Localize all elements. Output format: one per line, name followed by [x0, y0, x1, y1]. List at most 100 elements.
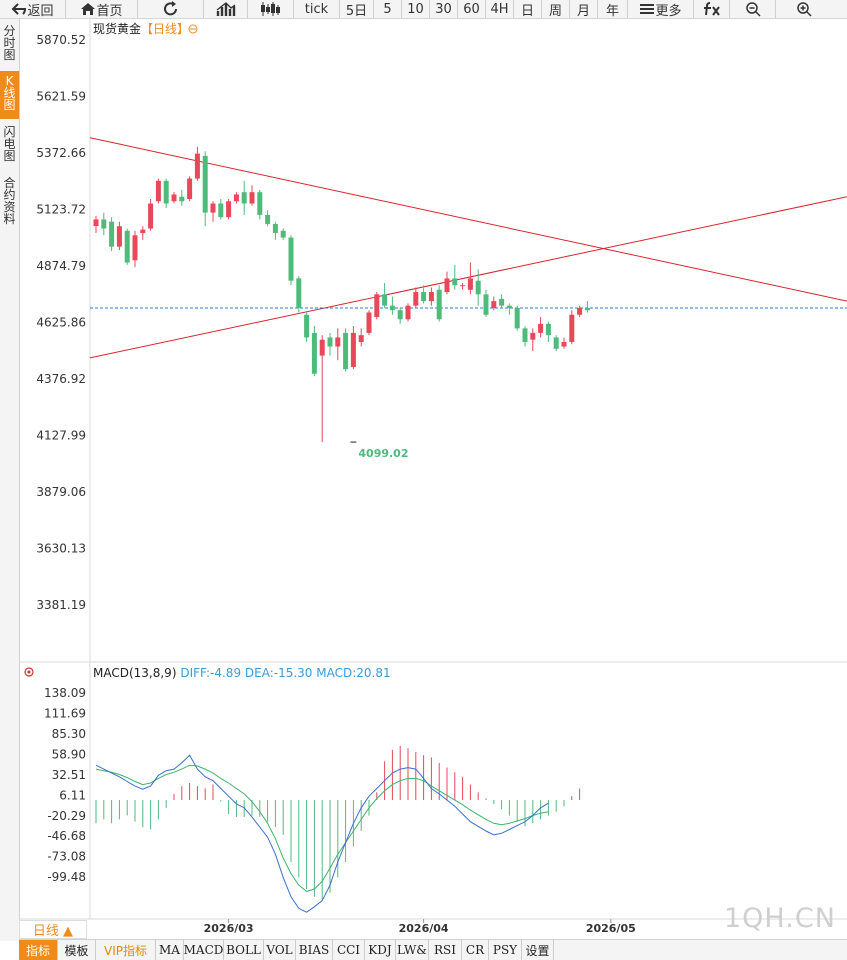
period-30min[interactable]: 30	[430, 0, 458, 18]
menu-icon	[640, 4, 655, 14]
tab-indicators[interactable]: 指标	[19, 940, 58, 960]
period-month[interactable]: 月	[570, 0, 598, 19]
back-label: 返回	[27, 3, 54, 19]
candle-body	[194, 153, 200, 179]
nav-flash[interactable]: 闪电图	[0, 122, 19, 170]
tab-vip-indicators[interactable]: VIP指标	[96, 940, 156, 960]
candle-body	[311, 332, 317, 374]
macd-header: MACD(13,8,9) DIFF:-4.89 DEA:-15.30 MACD:…	[93, 666, 391, 680]
period-60min[interactable]: 60	[458, 0, 486, 18]
tab-ma[interactable]: MA	[156, 940, 184, 960]
period-10min[interactable]: 10	[402, 0, 430, 18]
candle-body	[522, 328, 528, 342]
candle-body	[210, 203, 216, 213]
price-tick-label: 4376.92	[36, 372, 86, 386]
bar-chart-icon	[216, 2, 235, 16]
indicator-settings-dot	[27, 670, 31, 674]
nav-flash-label: 闪电图	[3, 125, 16, 163]
period-tag: 【日线】	[141, 22, 189, 36]
refresh-button[interactable]	[138, 0, 204, 18]
macd-tick-label: 111.69	[44, 707, 86, 721]
chart-type-button[interactable]	[204, 0, 248, 18]
tab-kdj[interactable]: KDJ	[365, 940, 396, 960]
home-button[interactable]: 首页	[66, 0, 138, 19]
candle-body	[483, 294, 489, 315]
candle-body	[428, 292, 434, 302]
candle-body	[382, 294, 388, 306]
tab-rsi[interactable]: RSI	[429, 940, 462, 960]
macd-dea: DEA:-15.30	[245, 666, 316, 680]
kline-chart[interactable]: 5870.52 5621.59 5372.66 5123.72 4874.79 4625.…	[0, 0, 847, 939]
price-tick-label: 5621.59	[36, 90, 86, 104]
candle-body	[155, 180, 161, 202]
candle-body	[545, 323, 551, 336]
candle-body	[405, 305, 411, 320]
nav-contract-info[interactable]: 合约资料	[0, 173, 19, 233]
tab-cr[interactable]: CR	[462, 940, 489, 960]
period-selector[interactable]: 日线 ▲	[19, 920, 87, 939]
candle-body	[140, 229, 146, 234]
instrument-name: 现货黄金	[93, 21, 141, 36]
period-5day[interactable]: 5日	[340, 0, 374, 19]
candle-body	[499, 298, 505, 306]
home-icon	[81, 3, 96, 15]
period-day[interactable]: 日	[514, 0, 542, 19]
home-label: 首页	[96, 3, 123, 19]
candle-body	[249, 192, 255, 204]
date-tick-label: 2026/04	[399, 922, 449, 935]
macd-tick-label: -99.48	[47, 870, 86, 884]
tab-templates[interactable]: 模板	[58, 940, 96, 960]
more-label: 更多	[655, 3, 682, 19]
candle-body	[436, 289, 442, 320]
candle-body	[109, 221, 115, 247]
candle-body	[421, 292, 427, 302]
candle-body	[280, 230, 286, 238]
macd-tick-label: -20.29	[47, 809, 86, 823]
tab-lw[interactable]: LW&	[396, 940, 429, 960]
candle-body	[148, 203, 154, 229]
candle-body	[171, 194, 177, 202]
period-4h[interactable]: 4H	[486, 0, 514, 18]
price-tick-label: 5123.72	[36, 203, 86, 217]
trendline	[89, 137, 847, 302]
nav-contract-info-label: 合约资料	[3, 176, 16, 226]
tab-macd[interactable]: MACD	[184, 940, 224, 960]
candle-body	[506, 305, 512, 308]
tab-cci[interactable]: CCI	[333, 940, 365, 960]
candle-type-button[interactable]	[248, 0, 294, 18]
candle-body	[467, 278, 473, 290]
candle-body	[241, 192, 247, 204]
tab-psy[interactable]: PSY	[489, 940, 522, 960]
tab-boll[interactable]: BOLL	[224, 940, 264, 960]
date-tick-label: 2026/05	[586, 922, 636, 935]
tab-settings[interactable]: 设置	[522, 940, 554, 960]
candle-body	[163, 180, 169, 204]
candle-body	[452, 278, 458, 286]
zoom-out-button[interactable]	[730, 0, 776, 18]
more-button[interactable]: 更多	[628, 0, 694, 19]
price-tick-label: 4874.79	[36, 259, 86, 273]
back-button[interactable]: 返回	[0, 0, 66, 19]
period-5min[interactable]: 5	[374, 0, 402, 18]
zoom-in-button[interactable]	[776, 0, 831, 18]
trendline	[89, 196, 847, 359]
candle-body	[460, 285, 466, 287]
diff-line	[95, 754, 549, 913]
collapse-circle-icon	[188, 24, 198, 34]
refresh-icon	[163, 1, 177, 16]
tick-button[interactable]: tick	[294, 0, 340, 18]
tab-vol[interactable]: VOL	[264, 940, 296, 960]
period-week[interactable]: 周	[542, 0, 570, 19]
price-tick-label: 4127.99	[36, 429, 86, 443]
candle-body	[530, 332, 536, 340]
candle-body	[101, 219, 107, 229]
nav-timeshare[interactable]: 分时图	[0, 21, 19, 69]
candle-body	[226, 201, 232, 218]
macd-tick-label: 32.51	[52, 768, 86, 782]
candle-body	[132, 235, 138, 261]
formula-button[interactable]	[694, 0, 730, 18]
nav-kline[interactable]: K线图	[0, 71, 19, 119]
period-year[interactable]: 年	[598, 0, 628, 19]
tab-bias[interactable]: BIAS	[296, 940, 333, 960]
candle-body	[335, 337, 341, 347]
